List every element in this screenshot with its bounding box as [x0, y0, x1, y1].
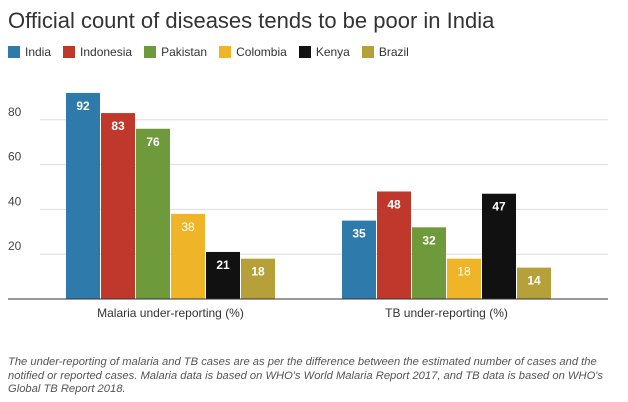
x-category-label: TB under-reporting (%)	[385, 306, 508, 320]
y-tick-label: 60	[8, 150, 22, 164]
y-tick-label: 80	[8, 105, 22, 119]
legend-label: Colombia	[236, 45, 287, 59]
legend-swatch	[361, 46, 374, 58]
data-label: 83	[111, 119, 125, 133]
legend-item-colombia: Colombia	[219, 45, 287, 59]
data-label: 92	[76, 99, 90, 113]
legend-item-india: India	[8, 45, 51, 59]
data-label: 18	[251, 265, 265, 279]
bar-pakistan	[136, 128, 170, 299]
bar-indonesia	[101, 113, 135, 299]
legend-swatch	[144, 46, 157, 58]
legend-item-brazil: Brazil	[361, 45, 409, 59]
legend-swatch	[219, 46, 232, 58]
data-label: 32	[422, 233, 436, 247]
legend-label: India	[25, 45, 52, 59]
legend-swatch	[8, 46, 20, 58]
bar-indonesia	[377, 191, 411, 299]
x-category-label: Malaria under-reporting (%)	[97, 306, 244, 320]
bar-kenya	[482, 193, 516, 299]
bar-india	[66, 92, 100, 299]
legend-label: Indonesia	[80, 45, 133, 59]
y-tick-label: 20	[8, 239, 22, 253]
data-label: 35	[352, 227, 366, 241]
footnote: The under-reporting of malaria and TB ca…	[8, 356, 604, 395]
legend-swatch	[63, 46, 76, 58]
data-label: 14	[527, 274, 541, 288]
legend-item-indonesia: Indonesia	[63, 45, 132, 59]
chart-title: Official count of diseases tends to be p…	[8, 8, 495, 33]
bar-india	[342, 220, 376, 299]
bar-colombia	[447, 258, 481, 299]
bar-brazil	[241, 258, 275, 299]
legend: India Indonesia Pakistan Colombia Kenya Brazi…	[8, 45, 421, 59]
legend-label: Brazil	[378, 45, 409, 59]
bar-chart: 20 40 60 80 92 83 76 38 21 18 Malaria under-report…	[8, 92, 608, 320]
legend-swatch	[298, 46, 311, 58]
bar-pakistan	[412, 227, 446, 299]
bar-brazil	[517, 267, 551, 299]
y-tick-label: 40	[8, 194, 22, 208]
data-label: 47	[492, 200, 506, 214]
data-label: 48	[387, 197, 401, 211]
legend-label: Kenya	[315, 45, 350, 59]
bar-colombia	[171, 213, 205, 299]
data-label: 38	[181, 220, 195, 234]
legend-item-pakistan: Pakistan	[144, 45, 207, 59]
legend-item-kenya: Kenya	[298, 45, 350, 59]
data-label: 21	[216, 258, 230, 272]
bar-kenya	[206, 251, 240, 299]
legend-label: Pakistan	[161, 45, 208, 59]
data-label: 18	[457, 265, 471, 279]
data-label: 76	[146, 135, 160, 149]
